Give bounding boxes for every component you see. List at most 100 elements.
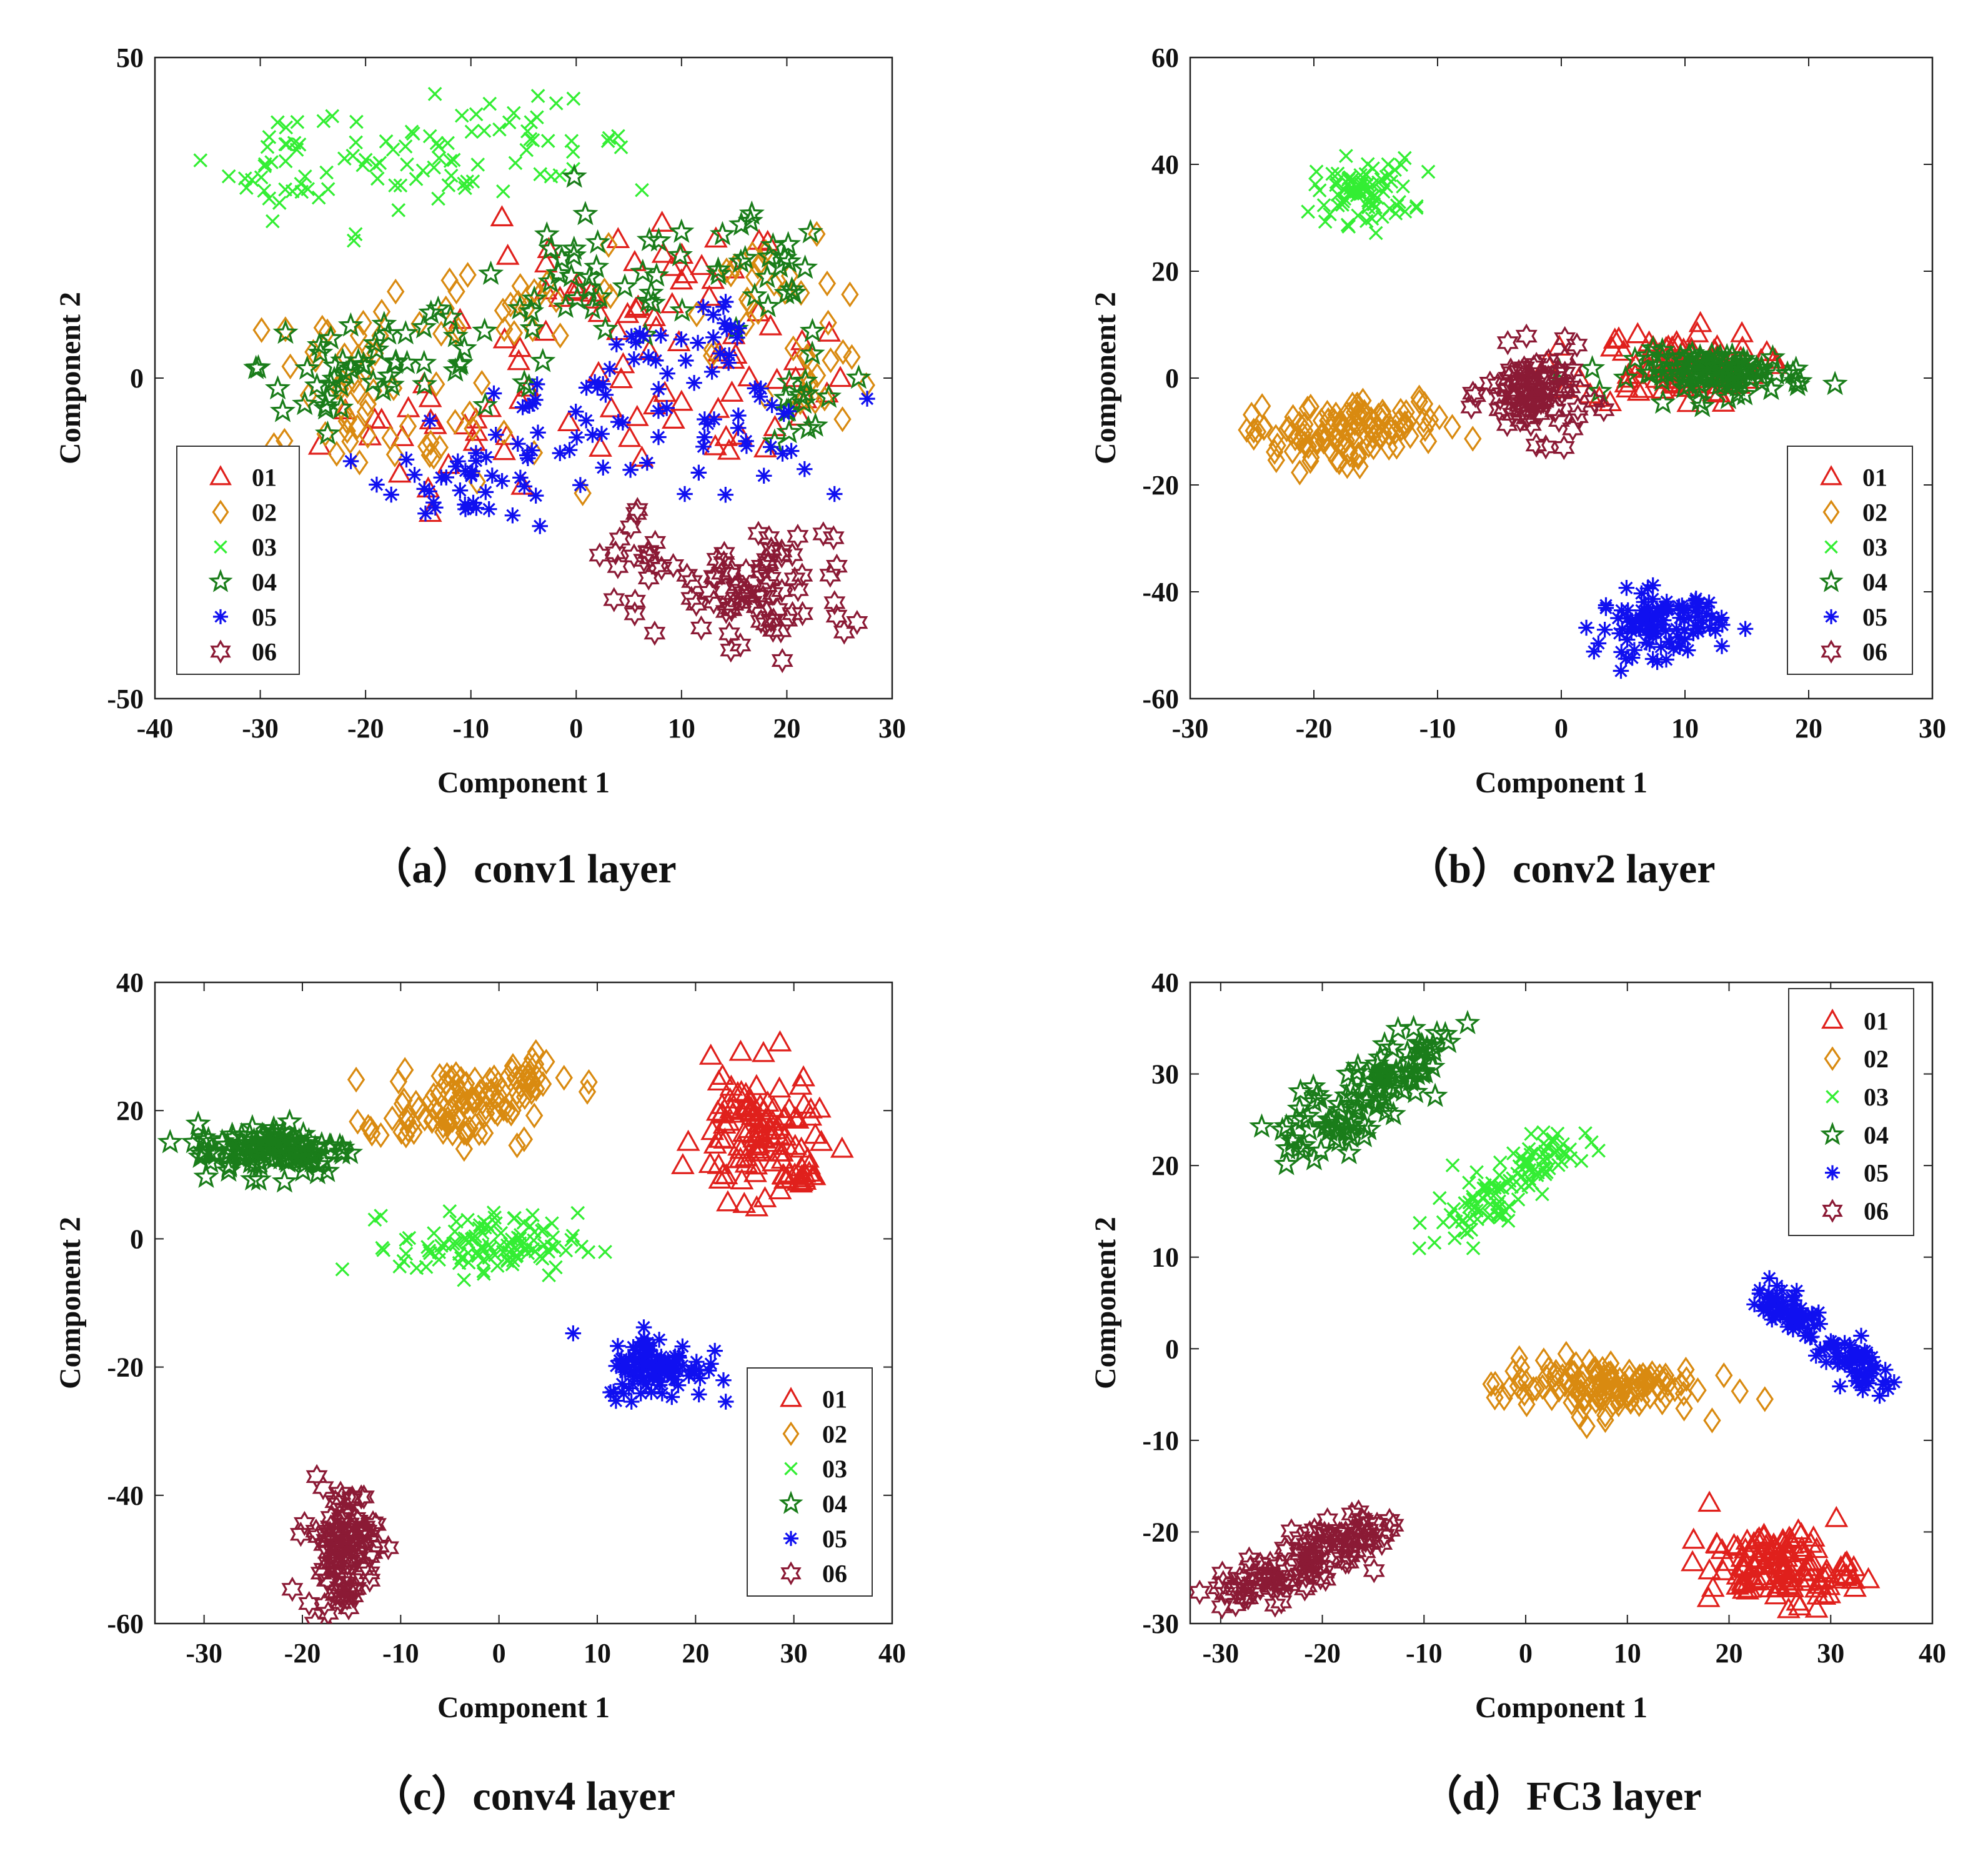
point-01 bbox=[737, 365, 761, 387]
point-03 bbox=[520, 1239, 535, 1254]
point-03 bbox=[311, 190, 326, 205]
point-01 bbox=[716, 1190, 740, 1212]
y-tick-label: 40 bbox=[1151, 149, 1179, 180]
x-tick-labels: -30 -20 -10 0 10 20 30 bbox=[1172, 713, 1946, 744]
point-02 bbox=[1283, 419, 1301, 446]
point-05 bbox=[620, 1352, 637, 1368]
point-03 bbox=[221, 169, 236, 184]
point-02 bbox=[1291, 459, 1309, 486]
legend-box bbox=[1788, 988, 1914, 1236]
point-02 bbox=[1322, 437, 1340, 464]
point-05 bbox=[707, 1342, 723, 1359]
x-tick-label: 0 bbox=[1519, 1638, 1533, 1669]
point-05 bbox=[721, 347, 737, 364]
point-03 bbox=[400, 157, 414, 172]
point-05 bbox=[552, 445, 569, 461]
point-06 bbox=[1566, 396, 1589, 422]
point-01 bbox=[1607, 326, 1631, 348]
point-05 bbox=[516, 478, 533, 495]
point-05 bbox=[1859, 1344, 1876, 1361]
point-05 bbox=[1816, 1342, 1832, 1358]
legend-item-02: 02 bbox=[212, 498, 277, 526]
legend-item-04: 04 bbox=[778, 1490, 847, 1518]
point-05 bbox=[1779, 1312, 1795, 1328]
point-02 bbox=[1703, 1407, 1721, 1434]
point-03 bbox=[1316, 198, 1331, 212]
y-tick-label: -60 bbox=[107, 1609, 144, 1639]
point-04 bbox=[272, 319, 299, 344]
svg-text:02: 02 bbox=[1862, 498, 1887, 526]
point-04 bbox=[1634, 342, 1661, 367]
point-03 bbox=[349, 114, 364, 129]
point-03 bbox=[464, 124, 479, 139]
point-05 bbox=[690, 464, 707, 481]
point-02 bbox=[822, 347, 840, 374]
point-04 bbox=[1273, 1113, 1300, 1138]
point-03 bbox=[1462, 1195, 1477, 1210]
point-05 bbox=[1658, 594, 1675, 610]
point-01 bbox=[1786, 1518, 1811, 1540]
point-02 bbox=[1350, 400, 1368, 427]
point-03 bbox=[1488, 1186, 1503, 1201]
point-06 bbox=[1524, 387, 1546, 413]
point-05 bbox=[1701, 594, 1717, 611]
point-05 bbox=[1653, 639, 1669, 656]
point-03 bbox=[1464, 1222, 1479, 1237]
point-05 bbox=[1649, 610, 1665, 626]
point-04 bbox=[265, 375, 291, 400]
point-06 bbox=[1232, 1584, 1255, 1610]
point-06 bbox=[340, 1515, 362, 1541]
point-01 bbox=[464, 419, 489, 441]
point-04 bbox=[638, 279, 664, 304]
point-05 bbox=[783, 442, 800, 459]
point-03 bbox=[1591, 1143, 1606, 1158]
point-06 bbox=[1276, 1537, 1298, 1564]
legend-item-06: 06 bbox=[1821, 638, 1887, 666]
point-01 bbox=[773, 1124, 797, 1146]
point-05 bbox=[1619, 631, 1636, 648]
point-05 bbox=[628, 1353, 644, 1369]
point-01 bbox=[510, 473, 535, 495]
point-02 bbox=[313, 314, 332, 341]
point-01 bbox=[729, 1080, 753, 1101]
y-tick-label: 20 bbox=[1151, 1150, 1179, 1181]
point-06 bbox=[1264, 1592, 1286, 1618]
point-02 bbox=[1331, 411, 1349, 437]
point-01 bbox=[1761, 1534, 1786, 1556]
point-02 bbox=[417, 433, 435, 460]
point-05 bbox=[1610, 610, 1626, 626]
point-02 bbox=[1569, 1380, 1588, 1407]
point-04 bbox=[317, 1132, 343, 1157]
point-05 bbox=[421, 483, 437, 499]
point-04 bbox=[1373, 1098, 1399, 1123]
point-02 bbox=[1348, 411, 1367, 437]
point-04 bbox=[709, 221, 735, 246]
point-03 bbox=[1483, 1208, 1498, 1222]
point-03 bbox=[1413, 1215, 1427, 1230]
point-02 bbox=[446, 409, 464, 435]
x-tick-label: 20 bbox=[773, 713, 800, 744]
point-05 bbox=[1767, 1289, 1784, 1305]
point-05 bbox=[1762, 1299, 1779, 1316]
point-02 bbox=[580, 1069, 598, 1095]
point-03 bbox=[264, 155, 279, 169]
point-02 bbox=[387, 278, 405, 305]
point-01 bbox=[713, 1127, 737, 1149]
point-01 bbox=[1771, 1530, 1795, 1552]
y-tick-label: 10 bbox=[1151, 1242, 1179, 1273]
point-04 bbox=[1822, 371, 1848, 396]
series-06 bbox=[281, 1464, 399, 1624]
point-05 bbox=[1598, 597, 1614, 614]
point-06 bbox=[609, 526, 631, 552]
point-05 bbox=[1611, 625, 1628, 642]
point-05 bbox=[468, 445, 484, 461]
point-02 bbox=[784, 335, 802, 362]
point-03 bbox=[542, 1268, 556, 1282]
point-04 bbox=[587, 283, 613, 308]
point-05 bbox=[532, 518, 548, 534]
point-06 bbox=[755, 572, 778, 599]
point-04 bbox=[669, 297, 695, 322]
point-05 bbox=[775, 406, 792, 422]
point-03 bbox=[530, 110, 544, 125]
point-04 bbox=[1622, 346, 1648, 371]
